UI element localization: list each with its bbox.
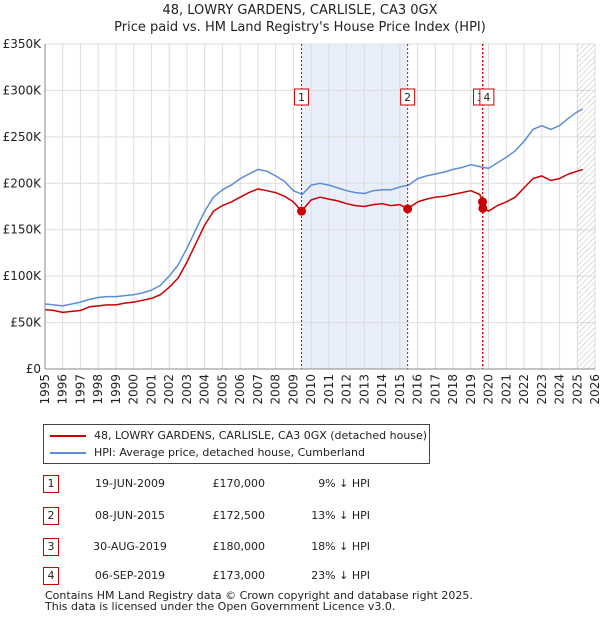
x-tick-label: 2001 <box>144 374 158 405</box>
x-tick-label: 2017 <box>428 374 442 405</box>
sale-date: 19-JUN-2009 <box>94 477 166 490</box>
sale-number-badge: 4 <box>43 567 59 585</box>
x-tick-label: 2006 <box>233 374 247 405</box>
price-chart: 1234 £0£50K£100K£150K£200K£250K£300K£350… <box>3 37 600 405</box>
sale-row: 4 06-SEP-2019 £173,000 23% ↓ HPI <box>0 567 600 587</box>
sale-marker-badge: 4 <box>479 88 495 106</box>
x-tick-label: 2021 <box>499 374 513 405</box>
x-tick-label: 1997 <box>73 374 87 405</box>
x-tick-label: 1998 <box>91 374 105 405</box>
sale-date: 08-JUN-2015 <box>94 509 166 522</box>
sale-point <box>403 204 413 214</box>
sale-price: £170,000 <box>212 477 266 490</box>
sale-price: £172,500 <box>212 509 266 522</box>
x-tick-label: 2002 <box>162 374 176 405</box>
x-tick-label: 1999 <box>109 374 123 405</box>
y-tick-label: £100K <box>3 269 43 283</box>
x-tick-label: 2010 <box>304 374 318 405</box>
sale-marker-label: 4 <box>483 91 490 104</box>
x-tick-label: 2024 <box>553 374 567 405</box>
sale-date: 30-AUG-2019 <box>93 540 167 553</box>
x-tick-label: 2019 <box>464 374 478 405</box>
x-tick-label: 1996 <box>56 374 70 405</box>
sale-date: 06-SEP-2019 <box>94 569 166 582</box>
x-tick-label: 2007 <box>251 374 265 405</box>
x-tick-label: 2008 <box>269 374 283 405</box>
x-tick-label: 1995 <box>38 374 52 405</box>
shaded-period <box>301 44 408 369</box>
sale-marker-label: 2 <box>404 91 411 104</box>
hpi-line <box>44 108 583 307</box>
sale-point <box>297 206 307 216</box>
x-tick-label: 2011 <box>322 374 336 405</box>
x-tick-label: 2009 <box>286 374 300 405</box>
y-tick-label: £200K <box>3 176 43 190</box>
x-tick-label: 2003 <box>180 374 194 405</box>
y-tick-label: £350K <box>3 37 43 51</box>
sale-marker-box <box>400 88 416 106</box>
y-tick-label: £50K <box>10 316 42 330</box>
sale-marker-box <box>294 88 310 106</box>
sale-number-badge: 2 <box>43 507 59 525</box>
sale-row: 3 30-AUG-2019 £180,000 18% ↓ HPI <box>0 538 600 558</box>
footer-attribution: Contains HM Land Registry data © Crown c… <box>45 590 473 612</box>
chart-legend: 48, LOWRY GARDENS, CARLISLE, CA3 0GX (de… <box>43 424 430 464</box>
sale-row: 2 08-JUN-2015 £172,500 13% ↓ HPI <box>0 507 600 527</box>
legend-swatch-hpi <box>50 452 86 454</box>
sale-marker-badge: 1 <box>294 88 310 106</box>
forecast-hatch <box>577 44 595 369</box>
y-tick-label: £150K <box>3 223 43 237</box>
y-tick-label: £0 <box>26 362 41 376</box>
sale-hpi-diff: 9% ↓ HPI <box>318 477 370 490</box>
sale-hpi-diff: 13% ↓ HPI <box>311 509 370 522</box>
y-tick-label: £250K <box>3 130 43 144</box>
x-tick-label: 2014 <box>375 374 389 405</box>
sale-row: 1 19-JUN-2009 £170,000 9% ↓ HPI <box>0 475 600 495</box>
x-tick-label: 2013 <box>357 374 371 405</box>
sale-hpi-diff: 18% ↓ HPI <box>311 540 370 553</box>
x-tick-label: 2015 <box>393 374 407 405</box>
sale-marker-badge: 2 <box>400 88 416 106</box>
y-tick-label: £300K <box>3 83 43 97</box>
x-tick-label: 2004 <box>198 374 212 405</box>
x-tick-label: 2000 <box>127 374 141 405</box>
x-tick-label: 2020 <box>482 374 496 405</box>
x-tick-label: 2018 <box>446 374 460 405</box>
sale-hpi-diff: 23% ↓ HPI <box>311 569 370 582</box>
sale-marker-label: 1 <box>298 91 305 104</box>
sale-price: £173,000 <box>212 569 266 582</box>
legend-label-hpi: HPI: Average price, detached house, Cumb… <box>94 446 366 459</box>
property-price-line <box>44 168 583 314</box>
legend-swatch-property <box>50 435 86 437</box>
sale-price: £180,000 <box>212 540 266 553</box>
sale-marker-box <box>479 88 495 106</box>
footer-line-2: This data is licensed under the Open Gov… <box>45 600 396 613</box>
legend-label-property: 48, LOWRY GARDENS, CARLISLE, CA3 0GX (de… <box>94 429 428 442</box>
sale-number-badge: 1 <box>43 475 59 493</box>
x-tick-label: 2022 <box>517 374 531 405</box>
x-tick-label: 2023 <box>535 374 549 405</box>
chart-title: 48, LOWRY GARDENS, CARLISLE, CA3 0GX Pri… <box>0 2 600 36</box>
x-tick-label: 2005 <box>215 374 229 405</box>
title-line-1: 48, LOWRY GARDENS, CARLISLE, CA3 0GX <box>162 3 438 18</box>
sale-point <box>478 203 488 213</box>
x-tick-label: 2016 <box>411 374 425 405</box>
x-tick-label: 2025 <box>570 374 584 405</box>
title-line-2: Price paid vs. HM Land Registry's House … <box>114 20 486 35</box>
footer-line-1: Contains HM Land Registry data © Crown c… <box>45 589 473 602</box>
x-tick-label: 2026 <box>588 374 600 405</box>
sale-number-badge: 3 <box>43 538 59 556</box>
x-tick-label: 2012 <box>340 374 354 405</box>
